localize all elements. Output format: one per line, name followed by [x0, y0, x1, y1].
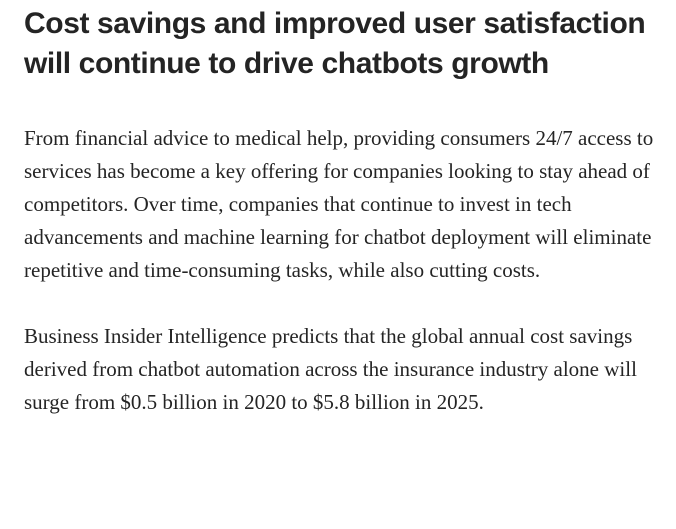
article-body: Cost savings and improved user satisfact… [24, 0, 664, 419]
body-paragraph: Business Insider Intelligence predicts t… [24, 324, 637, 414]
section-heading: Cost savings and improved user satisfact… [24, 7, 646, 80]
body-paragraph: From financial advice to medical help, p… [24, 126, 654, 282]
